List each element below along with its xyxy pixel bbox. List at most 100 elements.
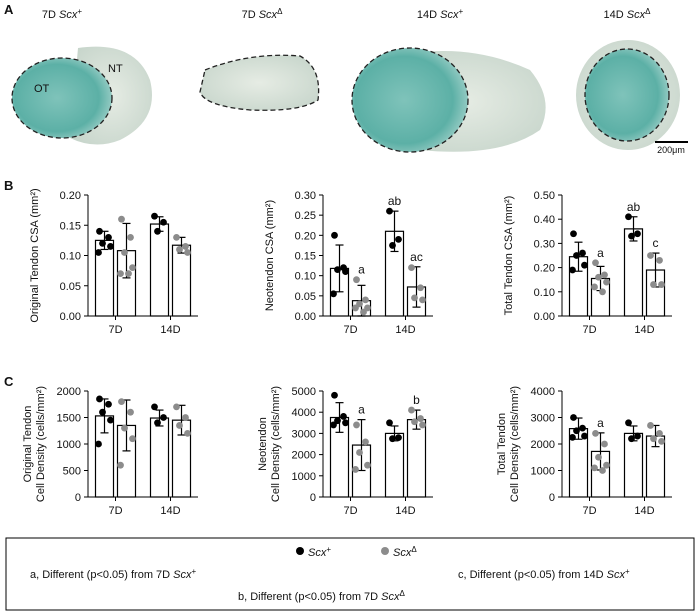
y-tick-label: 0.20 xyxy=(295,230,316,242)
data-point xyxy=(417,284,424,292)
data-point xyxy=(330,290,337,298)
x-tick-label: 14D xyxy=(395,505,415,517)
y-tick-label: 2000 xyxy=(531,439,555,451)
significance-label: ab xyxy=(627,200,641,214)
data-point xyxy=(96,227,103,235)
y-tick-label: 3000 xyxy=(292,428,316,440)
data-point xyxy=(352,304,359,312)
data-point xyxy=(334,266,341,274)
scale-label: 200μm xyxy=(657,145,685,155)
data-point xyxy=(331,231,338,239)
data-point xyxy=(656,256,663,264)
data-point xyxy=(160,218,167,226)
y-tick-label: 500 xyxy=(63,466,81,478)
data-point xyxy=(581,261,588,269)
panel-label: A xyxy=(4,2,14,17)
significance-label: ab xyxy=(388,194,402,208)
data-point xyxy=(99,240,106,247)
y-tick-label: 0.30 xyxy=(295,190,316,202)
data-point xyxy=(96,395,103,403)
data-point xyxy=(352,466,359,473)
data-point xyxy=(408,406,415,414)
legend-note-part: Scx xyxy=(607,569,626,581)
error-bar xyxy=(357,419,366,472)
data-point xyxy=(595,273,602,281)
annotation: OT xyxy=(34,83,50,95)
legend-note-part: + xyxy=(625,567,630,576)
data-point xyxy=(599,288,606,296)
annotation: NT xyxy=(108,63,123,75)
data-point xyxy=(573,427,580,435)
y-tick-label: 0.00 xyxy=(60,311,81,323)
y-tick-label: 0 xyxy=(75,492,81,504)
significance-label: c xyxy=(653,236,659,250)
image-label-part: 14D xyxy=(604,9,627,21)
data-point xyxy=(395,434,402,442)
data-point xyxy=(340,413,347,420)
data-point xyxy=(118,398,125,405)
data-point xyxy=(601,440,608,448)
data-point xyxy=(121,249,128,256)
outline xyxy=(351,47,469,153)
x-tick-label: 14D xyxy=(160,324,180,336)
data-point xyxy=(625,419,632,427)
data-point xyxy=(125,270,132,278)
data-point xyxy=(182,414,189,421)
data-point xyxy=(650,281,657,288)
data-point xyxy=(160,414,167,421)
y-tick-label: 0 xyxy=(310,492,316,504)
data-point xyxy=(625,213,632,221)
x-tick-label: 14D xyxy=(160,505,180,517)
data-point xyxy=(364,461,371,469)
data-point xyxy=(411,418,418,426)
data-point xyxy=(592,430,599,437)
data-point xyxy=(658,437,665,445)
y-tick-label: 0.40 xyxy=(534,214,555,226)
y-axis-title: Total Tendon xyxy=(496,413,508,475)
legend-entry-part: Δ xyxy=(411,545,417,554)
legend-note-part: Scx xyxy=(173,569,192,581)
y-tick-label: 0.15 xyxy=(60,220,81,232)
data-point xyxy=(570,414,577,421)
data-point xyxy=(573,252,580,259)
significance-label: a xyxy=(597,416,604,430)
data-point xyxy=(330,421,337,429)
y-tick-label: 5000 xyxy=(292,386,316,398)
data-point xyxy=(151,403,158,411)
y-axis-title: Cell Density (cells/mm²) xyxy=(509,386,521,502)
tissue xyxy=(352,48,468,152)
y-tick-label: 0 xyxy=(549,492,555,504)
x-tick-label: 7D xyxy=(108,324,122,336)
data-point xyxy=(121,424,128,432)
data-point xyxy=(342,268,349,276)
data-point xyxy=(356,449,363,456)
data-point xyxy=(386,419,393,427)
y-axis-title: Original Tendon xyxy=(22,406,34,483)
bar xyxy=(623,228,644,317)
data-point xyxy=(118,215,125,223)
data-point xyxy=(408,264,415,271)
data-point xyxy=(154,419,161,427)
legend-note: a, Different (p<0.05) from 7D Scx+ xyxy=(30,567,197,581)
y-axis-title: Neotendon CSA (mm²) xyxy=(264,200,276,311)
panel-label: B xyxy=(4,178,13,193)
data-point xyxy=(591,464,598,472)
data-point xyxy=(127,233,134,241)
data-point xyxy=(99,408,106,416)
data-point xyxy=(419,296,426,304)
image-label-part: Scx xyxy=(259,9,278,21)
legend-swatch xyxy=(381,547,389,555)
data-point xyxy=(650,435,657,443)
legend-swatch xyxy=(296,547,304,555)
x-tick-label: 7D xyxy=(582,505,596,517)
legend-note: c, Different (p<0.05) from 14D Scx+ xyxy=(458,567,630,581)
data-point xyxy=(579,424,586,432)
data-point xyxy=(331,391,338,399)
image-label-part: 7D xyxy=(242,9,259,21)
data-point xyxy=(95,249,102,256)
data-point xyxy=(95,440,102,448)
y-axis-title: Original Tendon CSA (mm²) xyxy=(29,188,41,322)
data-point xyxy=(362,296,369,304)
data-point xyxy=(591,283,598,291)
data-point xyxy=(117,461,124,469)
